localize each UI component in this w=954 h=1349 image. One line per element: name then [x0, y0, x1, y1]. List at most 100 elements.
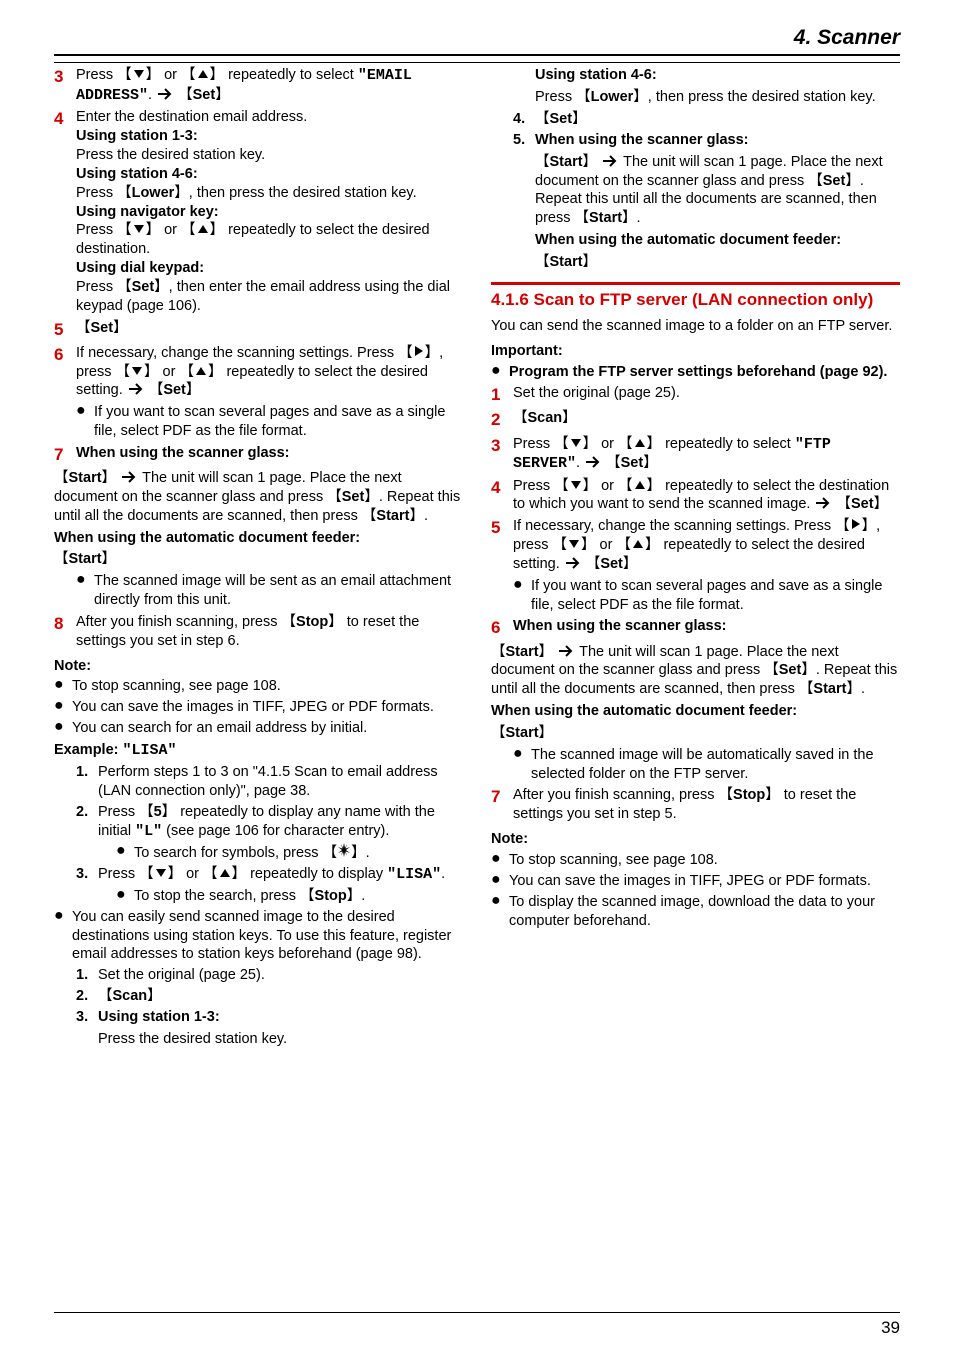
step-5-body: 【Set】: [76, 319, 463, 341]
step-3: 3 Press 【】 or 【】 repeatedly to select "E…: [54, 66, 463, 105]
step-7-body: When using the scanner glass:: [76, 444, 463, 466]
s6-bullet: ● If you want to scan several pages and …: [76, 403, 463, 441]
down-icon: [132, 68, 146, 80]
key-set: Set: [193, 87, 216, 103]
rs3b: or: [597, 436, 618, 452]
s3-address: ADDRESS": [76, 87, 148, 104]
r-s5-b: If necessary, change the scanning settin…: [513, 517, 900, 574]
ex-n1: 1.Perform steps 1 to 3 on "4.1.5 Scan to…: [76, 763, 463, 801]
down-icon: [567, 538, 581, 550]
sn2: 2.【Scan】: [76, 987, 463, 1006]
rs7a: After you finish scanning, press: [513, 787, 719, 803]
section-header: 4. Scanner: [54, 24, 900, 51]
s6-c: or: [159, 364, 180, 380]
r-s4-n: 4: [491, 477, 513, 515]
arrow-icon: [814, 496, 832, 510]
key-lower: Lower: [132, 185, 175, 201]
bullet-icon: ●: [76, 572, 94, 610]
right-icon: [413, 344, 425, 358]
bullet-icon: ●: [116, 843, 134, 863]
key-set: Set: [621, 455, 644, 471]
sec-imp-h: Important:: [491, 342, 900, 361]
step-8: 8 After you finish scanning, press 【Stop…: [54, 613, 463, 651]
n2sba: To search for symbols, press: [134, 845, 323, 861]
step-8-num: 8: [54, 613, 76, 651]
sn3-n: 3.: [76, 1008, 98, 1027]
r-s6-h: When using the scanner glass:: [513, 617, 900, 639]
r-sn5: 5.When using the scanner glass:: [513, 131, 900, 150]
note-b1-t: To stop scanning, see page 108.: [72, 677, 463, 696]
r-sn5-h: When using the scanner glass:: [535, 131, 900, 150]
right-column: Using station 4-6: Press 【Lower】, then p…: [491, 63, 900, 1304]
key-start: Start: [589, 210, 622, 226]
r-s6-n: 6: [491, 617, 513, 639]
step-7: 7 When using the scanner glass:: [54, 444, 463, 466]
r-s6-bullet: ●The scanned image will be automatically…: [513, 746, 900, 784]
r-auto-h: When using the automatic document feeder…: [535, 231, 900, 250]
s3-a: Press: [76, 67, 117, 83]
s4-navt1: Press: [76, 222, 117, 238]
rs4a: Press: [513, 478, 554, 494]
ex-n3: 3. Press 【】 or 【】 repeatedly to display …: [76, 865, 463, 885]
key-set: Set: [851, 496, 874, 512]
key-start: Start: [813, 681, 846, 697]
bullet-icon: ●: [513, 746, 531, 784]
s7-h: When using the scanner glass:: [76, 445, 290, 461]
key-start: Start: [69, 551, 102, 567]
key-set: Set: [779, 662, 802, 678]
r-nb3: ●To display the scanned image, download …: [491, 893, 900, 931]
sn1: 1.Set the original (page 25).: [76, 966, 463, 985]
s7-bullet-text: The scanned image will be sent as an ema…: [94, 572, 463, 610]
r-nb2-t: You can save the images in TIFF, JPEG or…: [509, 872, 900, 891]
up-icon: [633, 479, 647, 491]
bullet-icon: ●: [54, 719, 72, 738]
ex-n1-n: 1.: [76, 763, 98, 801]
ex-n3-n: 3.: [76, 865, 98, 885]
rs5a: If necessary, change the scanning settin…: [513, 518, 835, 534]
section-title: 4.1.6 Scan to FTP server (LAN connection…: [491, 289, 900, 311]
s4-a: Enter the destination email address.: [76, 109, 307, 125]
r-step-1: 1Set the original (page 25).: [491, 384, 900, 406]
r-nb1: ●To stop scanning, see page 108.: [491, 851, 900, 870]
r-sn5-a3: .: [637, 210, 641, 226]
section-rule: [491, 282, 900, 285]
r-start: 【Start】: [535, 253, 900, 272]
up-icon: [218, 867, 232, 879]
key-stop: Stop: [733, 787, 765, 803]
key-start: Start: [506, 725, 539, 741]
r-s4-b: Press 【】 or 【】 repeatedly to select the …: [513, 477, 900, 515]
down-icon: [569, 479, 583, 491]
key-start: Start: [69, 470, 102, 486]
step-6-num: 6: [54, 344, 76, 401]
down-icon: [569, 437, 583, 449]
step-3-body: Press 【】 or 【】 repeatedly to select "EMA…: [76, 66, 463, 105]
note-head: Note:: [54, 657, 463, 676]
up-icon: [196, 223, 210, 235]
r-sn4-n: 4.: [513, 110, 535, 129]
arrow-icon: [156, 87, 174, 101]
step-6: 6 If necessary, change the scanning sett…: [54, 344, 463, 401]
step-4-body: Enter the destination email address. Usi…: [76, 108, 463, 315]
s7-auto-h: When using the automatic document feeder…: [54, 529, 463, 548]
n2sbb: .: [366, 845, 370, 861]
step-8-body: After you finish scanning, press 【Stop】 …: [76, 613, 463, 651]
s4-u46: Using station 4-6:: [76, 166, 198, 182]
r-nb3-t: To display the scanned image, download t…: [509, 893, 900, 931]
sn1-n: 1.: [76, 966, 98, 985]
note-b4: ●You can easily send scanned image to th…: [54, 908, 463, 965]
s4-dial: Using dial keypad:: [76, 260, 204, 276]
r-s6-para: 【Start】 The unit will scan 1 page. Place…: [491, 643, 900, 700]
key-scan: Scan: [528, 410, 563, 426]
arrow-icon: [557, 644, 575, 658]
n3c: repeatedly to display: [246, 866, 387, 882]
s7-bullet: ● The scanned image will be sent as an e…: [76, 572, 463, 610]
r-sn5-n: 5.: [513, 131, 535, 150]
r-u46-t1: Press: [535, 89, 576, 105]
rs5c: or: [596, 537, 617, 553]
r-s6-start: 【Start】: [491, 724, 900, 743]
r-u46-t2: , then press the desired station key.: [648, 89, 876, 105]
s4-u46t2: , then press the desired station key.: [189, 185, 417, 201]
r-s6-auto-h: When using the automatic document feeder…: [491, 702, 900, 721]
r-nb1-t: To stop scanning, see page 108.: [509, 851, 900, 870]
n3a: Press: [98, 866, 139, 882]
